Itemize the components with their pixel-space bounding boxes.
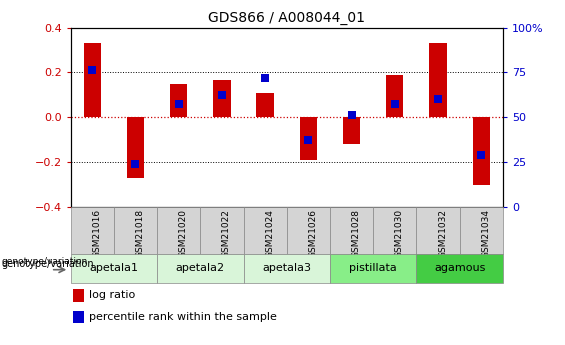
Bar (386, 75, 403, 117)
Bar (416, 254, 503, 283)
Bar (299, 117, 317, 160)
Bar (157, 254, 244, 283)
Text: GSM21030: GSM21030 (395, 209, 404, 258)
Text: genotype/variation: genotype/variation (1, 257, 88, 266)
Text: GSM21028: GSM21028 (351, 209, 360, 258)
Text: apetala1: apetala1 (89, 263, 138, 273)
Text: genotype/variation: genotype/variation (1, 259, 94, 269)
Bar (416, 207, 460, 254)
Point (131, 161, 140, 167)
Bar (71, 207, 114, 254)
Bar (472, 117, 490, 185)
Text: percentile rank within the sample: percentile rank within the sample (89, 312, 277, 322)
Bar (84, 43, 101, 117)
Bar (170, 83, 188, 117)
Bar (213, 80, 231, 117)
Point (218, 92, 227, 98)
Bar (127, 117, 144, 178)
Bar (257, 92, 274, 117)
Point (390, 101, 399, 107)
Text: apetala2: apetala2 (176, 263, 225, 273)
Bar (244, 254, 330, 283)
Text: GSM21026: GSM21026 (308, 209, 318, 258)
Bar (330, 254, 416, 283)
Point (433, 97, 442, 102)
Text: agamous: agamous (434, 263, 485, 273)
Text: GSM21020: GSM21020 (179, 209, 188, 258)
Bar (71, 254, 157, 283)
Point (477, 152, 486, 158)
Text: GSM21024: GSM21024 (265, 209, 274, 258)
Title: GDS866 / A008044_01: GDS866 / A008044_01 (208, 11, 365, 25)
Text: GSM21034: GSM21034 (481, 209, 490, 258)
Bar (373, 207, 416, 254)
Text: log ratio: log ratio (89, 290, 135, 300)
Bar (330, 207, 373, 254)
Bar (287, 207, 330, 254)
Bar (244, 207, 287, 254)
Bar (73, 289, 84, 302)
Text: GSM21032: GSM21032 (438, 209, 447, 258)
Bar (73, 311, 84, 323)
Text: GSM21018: GSM21018 (136, 209, 145, 258)
Bar (201, 207, 244, 254)
Point (304, 137, 313, 142)
Text: GSM21022: GSM21022 (222, 209, 231, 258)
Bar (157, 207, 200, 254)
Bar (114, 207, 157, 254)
Text: apetala3: apetala3 (262, 263, 311, 273)
Bar (343, 117, 360, 144)
Point (174, 101, 183, 107)
Point (347, 112, 356, 118)
Text: GSM21016: GSM21016 (92, 209, 101, 258)
Text: pistillata: pistillata (349, 263, 397, 273)
Point (260, 75, 270, 81)
Point (88, 67, 97, 73)
Bar (429, 43, 447, 117)
Bar (460, 207, 503, 254)
